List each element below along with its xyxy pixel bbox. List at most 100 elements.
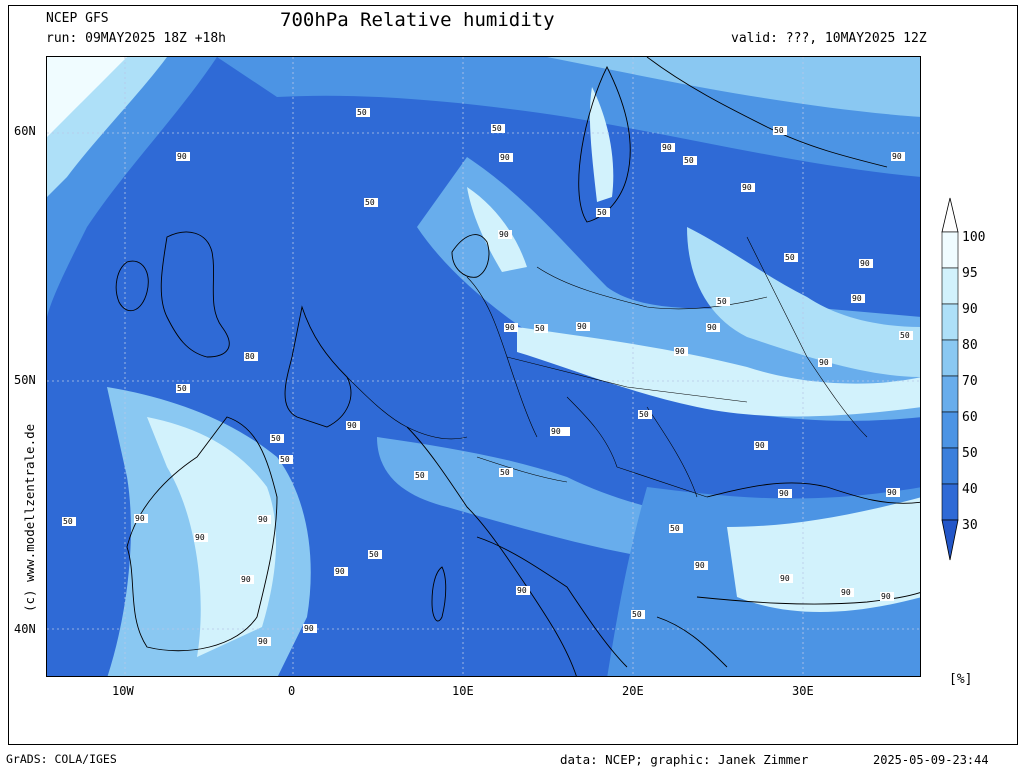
contour-labels: 50 90 50 50 90 90 50 90 50 90 50 90 50 9… xyxy=(62,108,913,646)
svg-text:90: 90 xyxy=(195,533,205,542)
contour-label: 50 xyxy=(669,524,683,533)
band-north-moist xyxy=(547,57,920,117)
contour-label: 90 xyxy=(886,488,900,497)
contour-label: 50 xyxy=(270,434,284,443)
colorbar-swatch xyxy=(941,303,959,341)
contour-label: 50 xyxy=(62,517,76,526)
contour-label: 50 xyxy=(364,198,378,207)
contour-label: 50 xyxy=(414,471,428,480)
svg-text:50: 50 xyxy=(271,434,281,443)
svg-text:90: 90 xyxy=(241,575,251,584)
data-credit: data: NCEP; graphic: Janek Zimmer xyxy=(560,752,809,767)
svg-text:90: 90 xyxy=(662,143,672,152)
svg-text:90: 90 xyxy=(707,323,717,332)
contour-label: 90 xyxy=(880,592,894,601)
svg-text:50: 50 xyxy=(415,471,425,480)
colorbar-unit: [%] xyxy=(949,672,973,687)
colorbar-swatch xyxy=(941,267,959,305)
contour-label: 50 xyxy=(368,550,382,559)
graticule xyxy=(47,57,920,676)
svg-text:50: 50 xyxy=(177,384,187,393)
contour-label: 50 xyxy=(534,324,548,333)
svg-text:50: 50 xyxy=(670,524,680,533)
timestamp: 2025-05-09-23:44 xyxy=(873,753,989,767)
svg-text:50: 50 xyxy=(717,297,727,306)
lon-label-10e: 10E xyxy=(452,684,474,698)
svg-text:90: 90 xyxy=(881,592,891,601)
contour-label: 90 xyxy=(891,152,905,161)
contour-label: 50 xyxy=(176,384,190,393)
contour-label: 90 xyxy=(498,230,512,239)
svg-text:50: 50 xyxy=(900,331,910,340)
contour-label-text: 50 xyxy=(357,108,367,117)
lon-label-10w: 10W xyxy=(112,684,134,698)
contour-label: 50 xyxy=(596,208,610,217)
contour-label: 50 xyxy=(683,156,697,165)
svg-text:90: 90 xyxy=(304,624,314,633)
svg-text:50: 50 xyxy=(365,198,375,207)
contour-label: 90 xyxy=(818,358,832,367)
svg-text:50: 50 xyxy=(535,324,545,333)
contour-label: 50 xyxy=(716,297,730,306)
contour-label: 80 xyxy=(244,352,258,361)
svg-text:50: 50 xyxy=(280,455,290,464)
humidity-map: 50 90 50 50 90 90 50 90 50 90 50 90 50 9… xyxy=(46,56,921,677)
svg-text:90: 90 xyxy=(499,230,509,239)
contour-label: 90 xyxy=(550,427,570,436)
colorbar-label-60: 60 xyxy=(962,410,978,425)
svg-text:90: 90 xyxy=(819,358,829,367)
contour-label: 50 xyxy=(899,331,913,340)
contour-label: 50 xyxy=(784,253,798,262)
colorbar-label-70: 70 xyxy=(962,374,978,389)
contour-label: 90 xyxy=(851,294,865,303)
contour-label: 50 xyxy=(631,610,645,619)
contour-label: 90 xyxy=(694,561,708,570)
colorbar-label-80: 80 xyxy=(962,338,978,353)
band-nw-sat xyxy=(47,57,127,137)
svg-text:90: 90 xyxy=(841,588,851,597)
borders xyxy=(346,236,868,498)
contour-label: 90 xyxy=(346,421,360,430)
band-denmark xyxy=(467,187,527,272)
band-central-moist xyxy=(517,327,920,417)
svg-text:90: 90 xyxy=(887,488,897,497)
svg-text:90: 90 xyxy=(500,153,510,162)
map-title: 700hPa Relative humidity xyxy=(280,9,555,31)
contour-label: 90 xyxy=(661,143,675,152)
contour-label: 90 xyxy=(499,153,513,162)
band-alps xyxy=(377,437,687,557)
contour-label: 90 xyxy=(303,624,317,633)
svg-text:90: 90 xyxy=(258,637,268,646)
map-graphic: 50 90 50 50 90 90 50 90 50 90 50 90 50 9… xyxy=(47,57,920,676)
svg-text:50: 50 xyxy=(63,517,73,526)
contour-label: 50 xyxy=(356,108,370,117)
colorbar-label-95: 95 xyxy=(962,266,978,281)
colorbar-label-90: 90 xyxy=(962,302,978,317)
svg-text:90: 90 xyxy=(675,347,685,356)
colorbar-label-50: 50 xyxy=(962,446,978,461)
valid-label: valid: ???, 10MAY2025 12Z xyxy=(731,31,927,46)
contour-label: 90 xyxy=(504,323,518,332)
band-poland xyxy=(687,227,920,377)
contour-label: 90 xyxy=(257,515,271,524)
svg-text:90: 90 xyxy=(177,152,187,161)
lon-label-20e: 20E xyxy=(622,684,644,698)
contour-label: 50 xyxy=(638,410,652,419)
colorbar-swatch xyxy=(941,411,959,449)
svg-text:90: 90 xyxy=(347,421,357,430)
svg-text:90: 90 xyxy=(892,152,902,161)
svg-text:50: 50 xyxy=(597,208,607,217)
lat-label-60n: 60N xyxy=(14,124,36,138)
colorbar-label-40: 40 xyxy=(962,482,978,497)
svg-text:50: 50 xyxy=(774,126,784,135)
contour-label: 90 xyxy=(194,533,208,542)
side-credit: (c) www.modellzentrale.de xyxy=(22,423,37,612)
svg-text:90: 90 xyxy=(755,441,765,450)
colorbar-swatch xyxy=(941,339,959,377)
band-turkey-moist xyxy=(727,497,920,612)
svg-text:50: 50 xyxy=(684,156,694,165)
colorbar-swatch xyxy=(941,483,959,521)
svg-text:90: 90 xyxy=(505,323,515,332)
contour-label: 90 xyxy=(176,152,190,161)
contour-label: 50 xyxy=(279,455,293,464)
